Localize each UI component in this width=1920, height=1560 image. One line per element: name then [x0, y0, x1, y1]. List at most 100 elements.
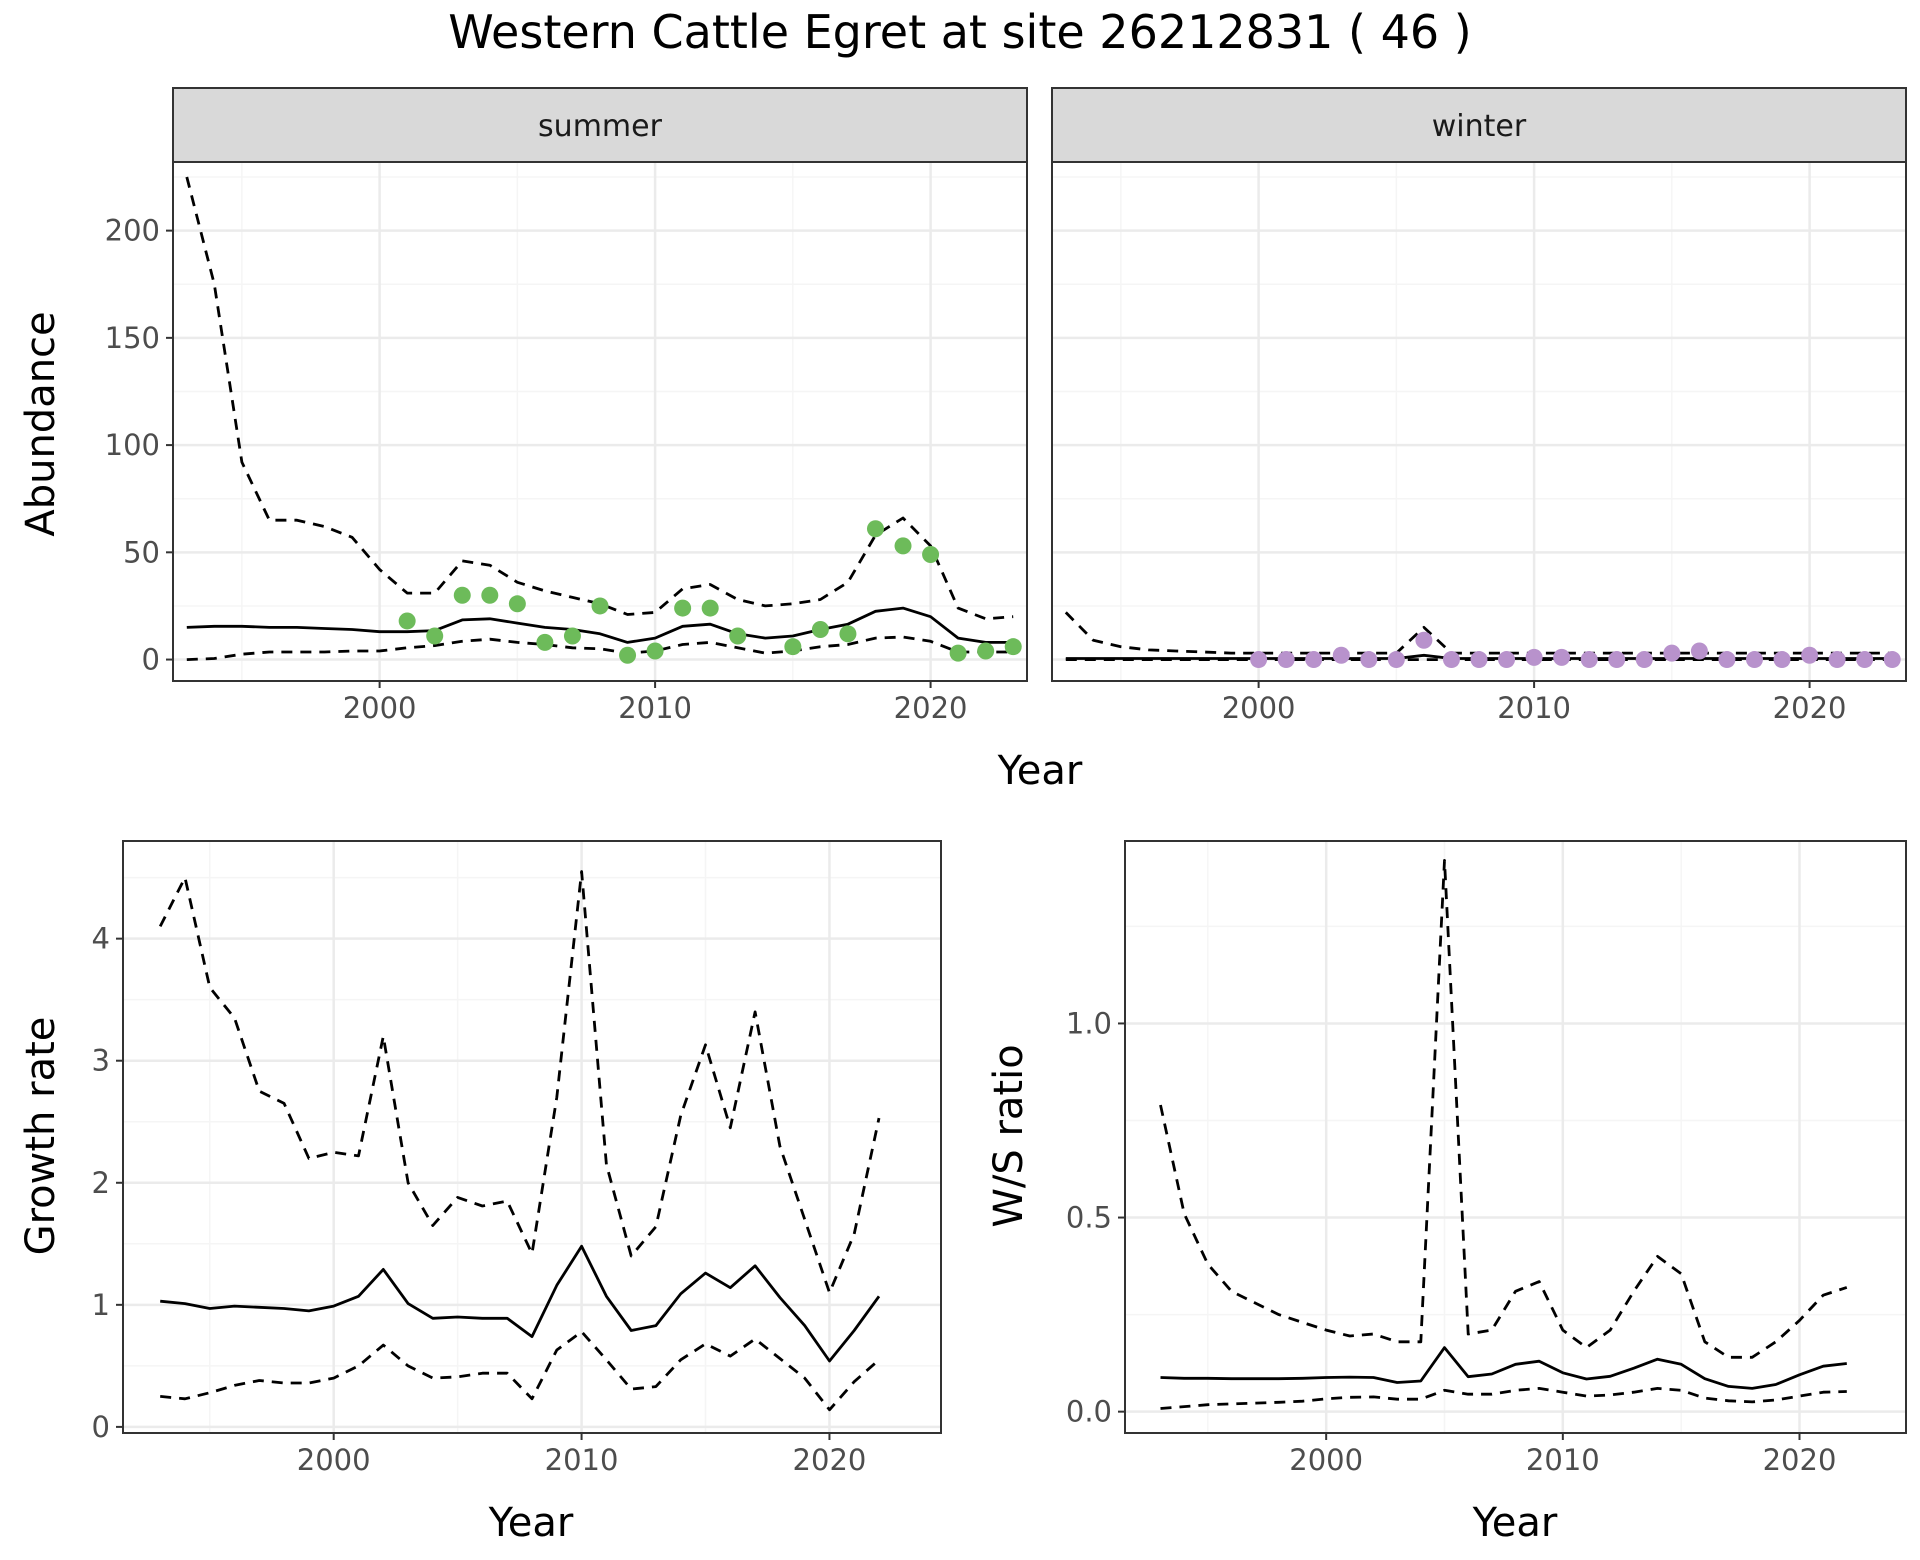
growth-y-axis-title: Growth rate: [18, 1017, 64, 1256]
winter-observation-point: [1773, 651, 1791, 669]
growth-y-tick-label: 3: [92, 1044, 110, 1078]
winter-observation-point: [1856, 651, 1874, 669]
ratio-x-tick-label: 2000: [1289, 1443, 1363, 1477]
ratio-y-tick-label: 0.0: [1066, 1395, 1112, 1429]
summer-facet-label: summer: [538, 109, 663, 144]
winter-observation-point: [1883, 651, 1901, 669]
growth-mean-line: [160, 1244, 881, 1363]
summer-observation-point: [866, 520, 884, 538]
ws-ratio-panel: 2000 2010 2020 0.0 0.5 1.0: [1066, 840, 1907, 1477]
growth-y-tick-label: 4: [92, 922, 110, 956]
winter-observation-point: [1387, 651, 1405, 669]
summer-observation-point: [453, 586, 471, 604]
summer-x-tick-label: 2010: [618, 691, 692, 725]
summer-observation-point: [563, 627, 581, 645]
ratio-x-axis-title: Year: [1472, 1500, 1558, 1546]
winter-x-tick-label: 2000: [1222, 691, 1296, 725]
growth-x-tick-label: 2000: [297, 1443, 371, 1477]
winter-observation-point: [1663, 644, 1681, 662]
ratio-panel-border: [1124, 840, 1907, 1434]
abundance-x-axis-title: Year: [997, 748, 1083, 794]
ratio-y-axis-title: W/S ratio: [986, 1044, 1032, 1227]
summer-abundance-panel: summer 2000 2010 2020 0 50 100 150 200: [105, 87, 1028, 725]
growth-y-tick-label: 0: [92, 1410, 110, 1444]
winter-observation-point: [1828, 651, 1846, 669]
growth-y-tick-label: 2: [92, 1166, 110, 1200]
winter-plot-background: [1052, 162, 1906, 681]
summer-observation-point: [536, 633, 554, 651]
summer-y-tick-label: 200: [105, 214, 160, 248]
growth-y-tick-label: 1: [92, 1288, 110, 1322]
summer-observation-point: [481, 586, 499, 604]
summer-observation-point: [922, 545, 940, 563]
growth-upper-line: [158, 870, 881, 1294]
summer-observation-point: [977, 642, 995, 660]
growth-panel-border: [122, 840, 942, 1434]
winter-observation-point: [1305, 651, 1323, 669]
summer-observation-point: [949, 644, 967, 662]
summer-observation-point: [426, 627, 444, 645]
summer-x-tick-label: 2020: [894, 691, 968, 725]
summer-plot-background: [173, 162, 1027, 681]
winter-observation-point: [1580, 651, 1598, 669]
growth-x-axis-title: Year: [488, 1500, 574, 1546]
summer-y-tick-label: 150: [105, 321, 160, 355]
summer-lower-line: [186, 635, 1014, 661]
winter-observation-point: [1718, 651, 1736, 669]
summer-mean-line: [186, 606, 1014, 644]
ratio-lower-line: [1160, 1387, 1847, 1410]
growth-rate-panel: 2000 2010 2020 0 1 2 3 4: [92, 840, 942, 1477]
summer-observation-point: [398, 612, 416, 630]
winter-observation-point: [1442, 651, 1460, 669]
ratio-x-tick-label: 2020: [1763, 1443, 1837, 1477]
ratio-y-tick-label: 0.5: [1066, 1201, 1112, 1235]
summer-observation-point: [811, 621, 829, 639]
winter-observation-point: [1608, 651, 1626, 669]
winter-x-tick-label: 2010: [1497, 691, 1571, 725]
summer-y-tick-label: 100: [105, 428, 160, 462]
ratio-y-tick-label: 1.0: [1066, 1006, 1112, 1040]
abundance-y-axis-title: Abundance: [18, 311, 64, 536]
winter-observation-point: [1470, 651, 1488, 669]
summer-observation-point: [701, 599, 719, 617]
summer-observation-point: [1004, 638, 1022, 656]
winter-observation-point: [1801, 646, 1819, 664]
winter-observation-point: [1690, 642, 1708, 660]
growth-x-tick-label: 2020: [793, 1443, 867, 1477]
summer-observation-point: [646, 642, 664, 660]
summer-observation-point: [619, 646, 637, 664]
ratio-plot-background: [1125, 841, 1906, 1433]
winter-abundance-panel: winter 2000 2010 2020: [1051, 87, 1907, 725]
summer-x-tick-label: 2000: [343, 691, 417, 725]
winter-observation-point: [1277, 651, 1295, 669]
winter-observation-point: [1635, 651, 1653, 669]
summer-y-tick-label: 50: [123, 535, 160, 569]
winter-observation-point: [1498, 651, 1516, 669]
summer-observation-point: [729, 627, 747, 645]
summer-observation-point: [784, 638, 802, 656]
summer-observation-point: [839, 625, 857, 643]
ratio-upper-line: [1159, 859, 1848, 1359]
ratio-x-tick-label: 2010: [1526, 1443, 1600, 1477]
winter-x-tick-label: 2020: [1773, 691, 1847, 725]
ratio-mean-line: [1160, 1346, 1847, 1390]
winter-observation-point: [1745, 651, 1763, 669]
summer-y-tick-label: 0: [142, 643, 160, 677]
winter-observation-point: [1360, 651, 1378, 669]
winter-observation-point: [1553, 648, 1571, 666]
winter-observation-point: [1332, 646, 1350, 664]
winter-facet-strip: [1051, 87, 1907, 163]
winter-observation-point: [1525, 648, 1543, 666]
winter-observation-point: [1415, 631, 1433, 649]
growth-lower-line: [160, 1330, 880, 1412]
summer-facet-strip: [172, 87, 1028, 163]
winter-facet-label: winter: [1432, 109, 1527, 144]
growth-x-tick-label: 2010: [545, 1443, 619, 1477]
summer-observation-point: [591, 597, 609, 615]
figure-title: Western Cattle Egret at site 26212831 ( …: [448, 5, 1471, 59]
summer-observation-point: [674, 599, 692, 617]
winter-observation-point: [1250, 651, 1268, 669]
summer-observation-point: [508, 595, 526, 613]
summer-observation-point: [894, 537, 912, 555]
